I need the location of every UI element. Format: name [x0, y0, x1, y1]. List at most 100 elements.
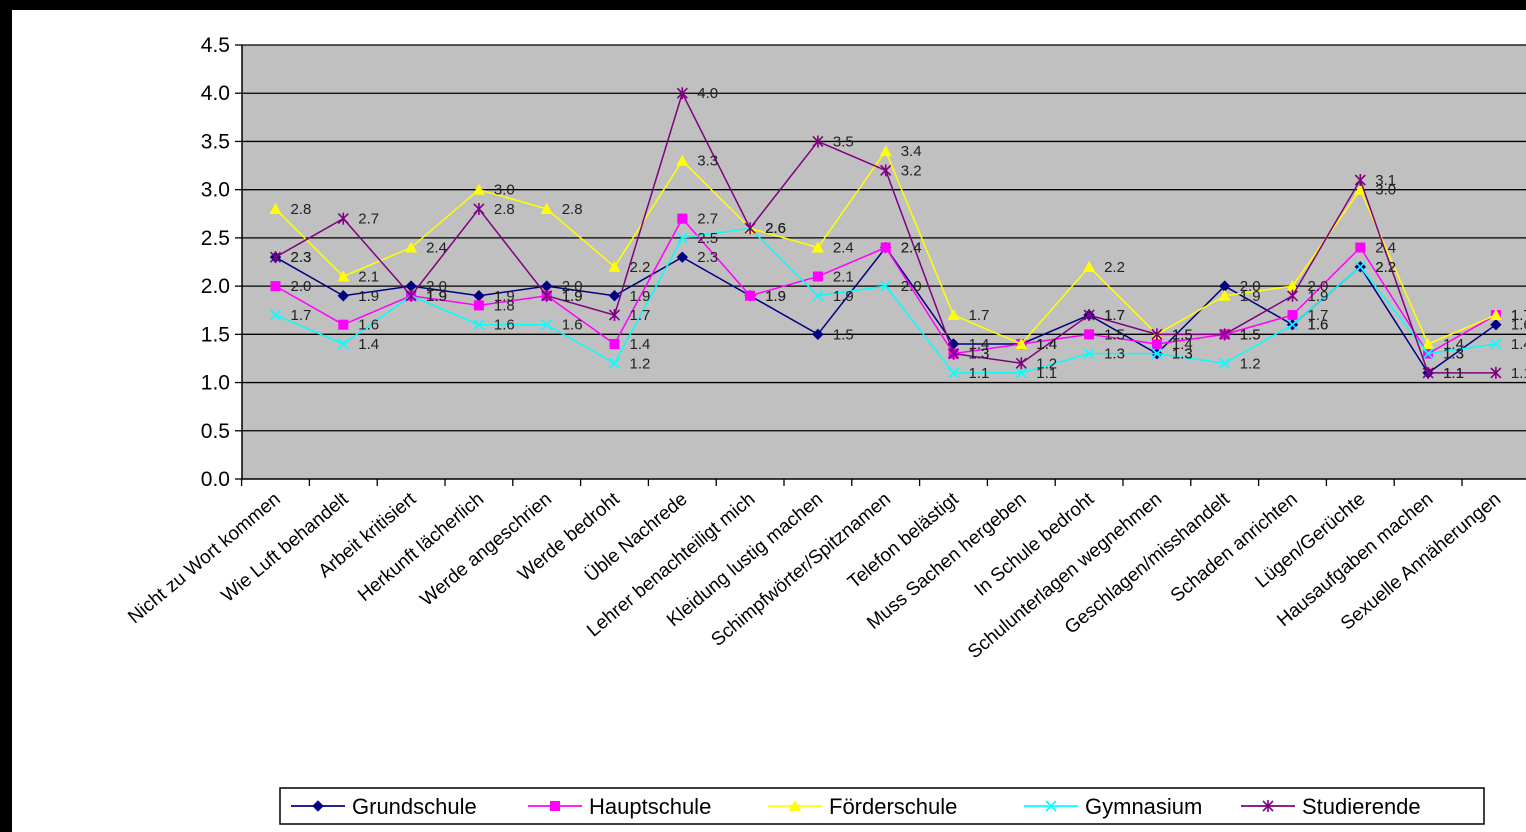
data-label: 3.2 — [901, 162, 922, 179]
data-label: 1.3 — [1172, 346, 1193, 363]
data-label: 2.1 — [833, 268, 854, 285]
x-category-label: Werde angeschrien — [416, 489, 555, 611]
data-label: 1.6 — [494, 317, 515, 334]
y-tick-label: 3.5 — [201, 130, 230, 153]
data-label: 1.6 — [1308, 317, 1329, 334]
data-point — [811, 241, 824, 253]
data-label: 1.4 — [1036, 336, 1057, 353]
data-label: 2.6 — [765, 220, 786, 237]
data-point — [1015, 357, 1027, 370]
y-tick-label: 2.0 — [201, 275, 230, 298]
y-tick-label: 4.5 — [201, 34, 230, 57]
data-point — [1083, 260, 1096, 272]
data-label: 4.0 — [697, 85, 718, 102]
data-label: 1.8 — [494, 297, 515, 314]
data-point — [270, 281, 281, 292]
data-label: 1.3 — [1443, 346, 1464, 363]
line-chart: 0.00.51.01.52.02.53.03.54.04.5 2.31.92.0… — [124, 34, 1526, 825]
data-label: 1.9 — [358, 288, 379, 305]
data-point — [1151, 328, 1163, 341]
data-point — [1219, 328, 1231, 341]
data-label: 1.3 — [1104, 346, 1125, 363]
data-label: 1.7 — [1511, 307, 1526, 324]
data-label: 2.2 — [1375, 259, 1396, 276]
data-point — [1015, 337, 1028, 349]
data-point — [541, 319, 553, 331]
data-point — [608, 357, 621, 369]
data-point — [337, 290, 350, 302]
data-label: 1.5 — [1240, 326, 1261, 343]
data-label: 2.7 — [358, 211, 379, 228]
data-point — [337, 338, 349, 350]
data-point — [1490, 318, 1502, 331]
y-tick-label: 3.0 — [201, 179, 230, 202]
data-point — [1015, 367, 1027, 379]
data-label: 2.6 — [765, 220, 786, 237]
data-point — [812, 271, 823, 282]
legend-label: Hauptschule — [589, 794, 711, 819]
data-label: 1.9 — [426, 288, 447, 305]
y-tick-label: 2.5 — [201, 227, 230, 250]
data-label: 1.7 — [1104, 307, 1125, 324]
legend-marker — [1045, 800, 1057, 812]
data-point — [608, 309, 621, 322]
data-label: 1.3 — [1443, 346, 1464, 363]
data-label: 1.1 — [1443, 365, 1464, 382]
data-point — [472, 183, 485, 195]
data-point — [676, 87, 688, 100]
data-point — [1422, 348, 1434, 360]
x-category-label: In Schule bedroht — [971, 488, 1099, 600]
data-label: 2.2 — [1104, 259, 1125, 276]
data-label: 1.2 — [1240, 355, 1261, 372]
data-point — [879, 145, 892, 157]
data-label: 1.5 — [1104, 326, 1125, 343]
data-label: 1.6 — [358, 317, 379, 334]
legend-label: Grundschule — [352, 794, 477, 819]
data-label: 3.1 — [1375, 172, 1396, 189]
data-label: 1.9 — [494, 288, 515, 305]
data-label: 2.0 — [426, 278, 447, 295]
data-label: 1.9 — [765, 288, 786, 305]
data-point — [1151, 338, 1162, 349]
data-label: 1.6 — [562, 317, 583, 334]
data-label: 1.7 — [630, 307, 651, 324]
data-label: 1.4 — [1036, 336, 1057, 353]
data-label: 2.3 — [697, 249, 718, 266]
y-tick-label: 0.5 — [201, 420, 230, 443]
data-point — [1354, 183, 1367, 195]
data-label: 1.7 — [969, 307, 990, 324]
data-point — [1218, 289, 1231, 301]
data-label: 3.0 — [1375, 182, 1396, 199]
data-point — [676, 251, 689, 263]
data-point — [405, 241, 418, 253]
data-point — [269, 202, 282, 214]
data-label: 1.9 — [562, 288, 583, 305]
data-point — [608, 290, 621, 302]
data-point — [473, 202, 485, 215]
data-label: 2.4 — [426, 240, 447, 257]
data-label: 2.8 — [562, 201, 583, 218]
data-label: 1.1 — [1511, 365, 1526, 382]
data-label: 2.1 — [358, 268, 379, 285]
data-point — [1489, 309, 1502, 321]
data-point — [744, 222, 756, 235]
data-point — [880, 164, 892, 177]
data-label: 1.4 — [1511, 336, 1526, 353]
data-label: 1.4 — [969, 336, 990, 353]
data-label: 2.2 — [1375, 259, 1396, 276]
legend-label: Gymnasium — [1085, 794, 1202, 819]
data-point — [1219, 357, 1231, 369]
data-label: 1.9 — [1240, 288, 1261, 305]
data-label: 1.9 — [562, 288, 583, 305]
legend-marker — [550, 801, 560, 811]
data-point — [1354, 174, 1366, 187]
data-point — [540, 202, 553, 214]
x-category-label: Herkunft lächerlich — [354, 489, 488, 606]
data-point — [745, 290, 756, 301]
data-point — [947, 367, 960, 379]
data-label: 1.7 — [1104, 307, 1125, 324]
data-point — [609, 338, 620, 349]
data-point — [880, 280, 892, 292]
data-label: 1.3 — [1172, 346, 1193, 363]
data-label: 1.9 — [426, 288, 447, 305]
